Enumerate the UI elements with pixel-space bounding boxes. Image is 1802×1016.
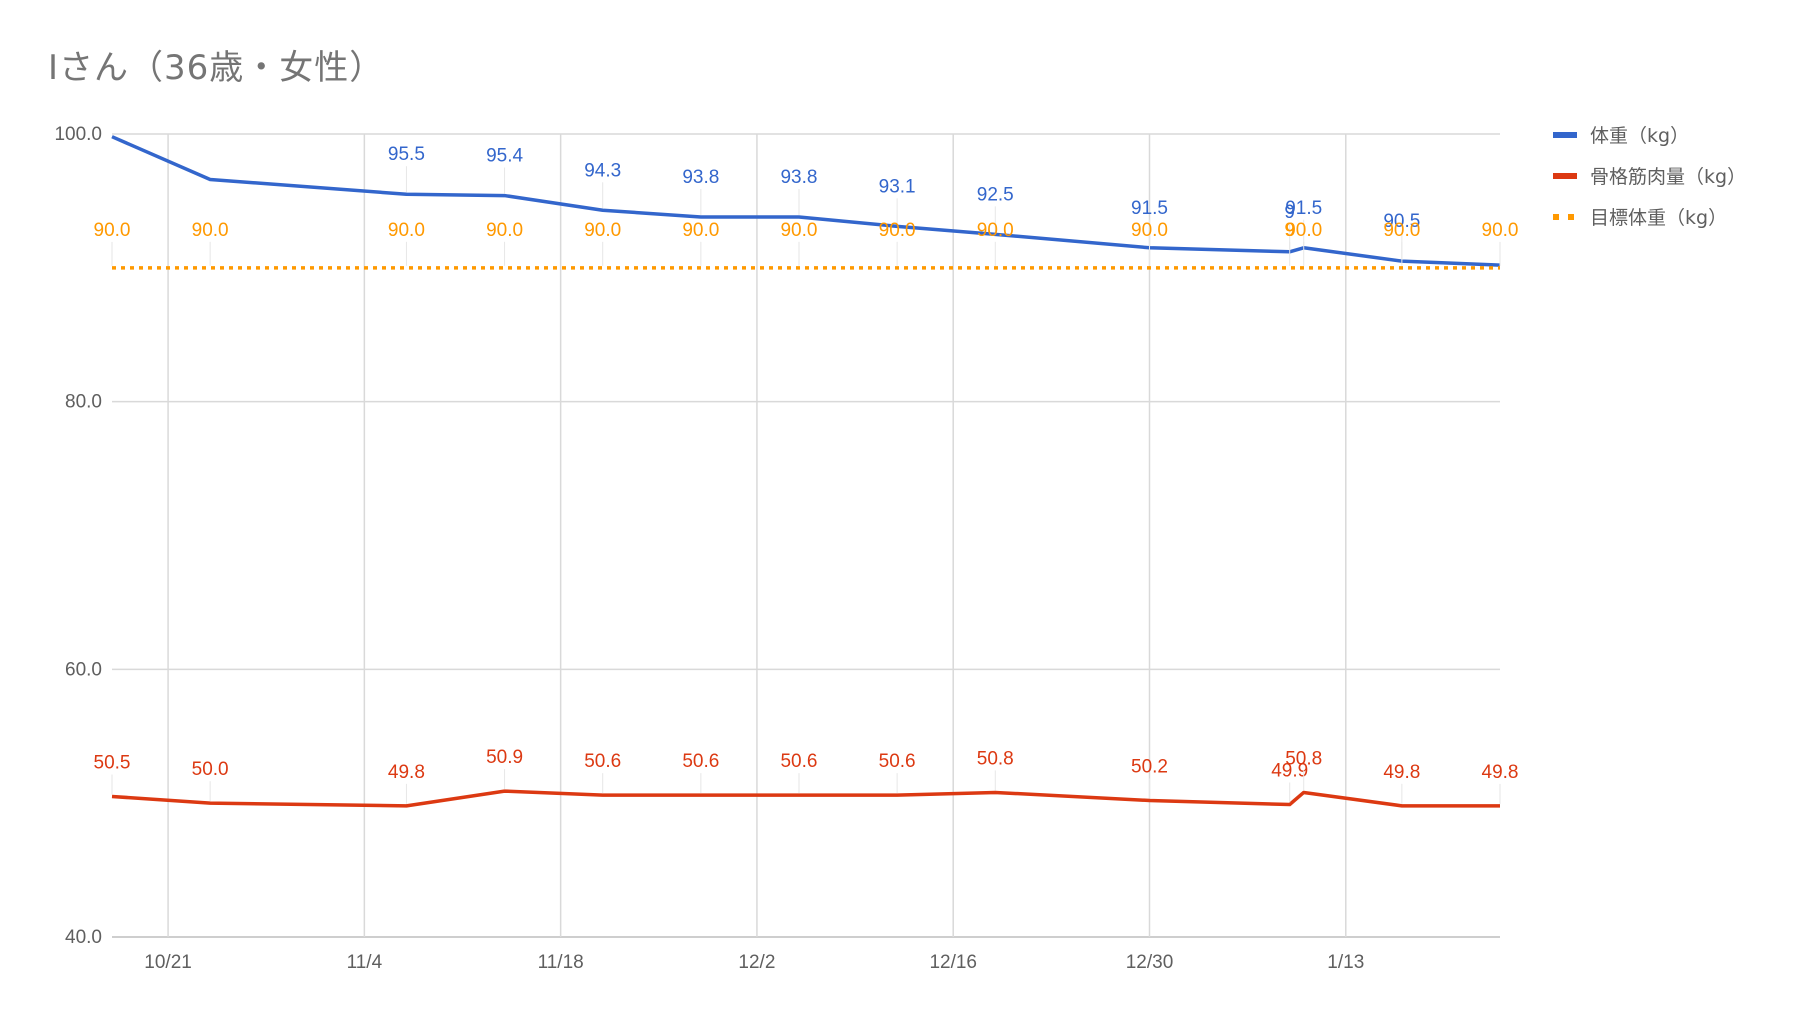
y-tick-label: 100.0: [54, 124, 102, 145]
data-label: 50.8: [1285, 748, 1322, 769]
chart-title: Iさん（36歳・女性）: [48, 48, 385, 88]
legend-label-1: 体重（kg）: [1590, 125, 1689, 147]
data-label: 93.1: [879, 176, 916, 197]
x-tick-label: 11/4: [347, 952, 383, 973]
data-label: 90.0: [94, 220, 131, 241]
x-tick-label: 10/21: [144, 952, 192, 973]
data-label: 50.6: [682, 751, 719, 772]
data-label: 90.5: [1383, 211, 1420, 232]
data-label: 90.0: [780, 220, 817, 241]
data-label: 90.0: [1482, 220, 1519, 241]
x-tick-label: 1/13: [1327, 952, 1364, 973]
data-label: 94.3: [584, 160, 621, 181]
y-tick-label: 80.0: [65, 392, 102, 413]
data-label: 50.8: [977, 748, 1014, 769]
data-label: 50.6: [879, 751, 916, 772]
y-tick-label: 40.0: [65, 927, 102, 948]
data-label: 50.0: [192, 759, 229, 780]
data-label: 50.2: [1131, 756, 1168, 777]
data-label: 49.8: [1482, 762, 1519, 783]
grid-lines: [112, 133, 1500, 938]
data-labels: 95.5 95.494.3 93.8 93.8 93.1 92.591.5 991.590.…: [94, 144, 1519, 804]
data-label: 95.4: [486, 146, 523, 167]
data-label: 92.5: [977, 184, 1014, 205]
data-label: 95.5: [388, 144, 425, 165]
data-label: 90.0: [1285, 220, 1322, 241]
data-label: 50.6: [780, 751, 817, 772]
data-label: 90.0: [584, 220, 621, 241]
data-label: 90.0: [486, 220, 523, 241]
data-label: 90.0: [1131, 220, 1168, 241]
data-label: 9: [1284, 202, 1295, 223]
data-label: 90.0: [1383, 220, 1420, 241]
data-label: 91.5: [1285, 198, 1322, 219]
legend: 体重（kg） 骨格筋肉量（kg） 目標体重（kg）: [1553, 125, 1746, 229]
data-label: 90.0: [388, 220, 425, 241]
series-line-1: [111, 135, 1501, 267]
data-label: 91.5: [1131, 198, 1168, 219]
data-label: 90.0: [192, 220, 229, 241]
x-tick-label: 11/18: [538, 952, 584, 973]
data-label: 90.0: [682, 220, 719, 241]
series-line-2: [111, 789, 1500, 808]
data-label: 93.8: [780, 167, 817, 188]
legend-label-2: 骨格筋肉量（kg）: [1590, 166, 1746, 188]
data-label: 50.5: [94, 752, 131, 773]
data-label: 49.8: [388, 762, 425, 783]
data-label: 49.8: [1383, 762, 1420, 783]
y-tick-label: 60.0: [65, 659, 102, 680]
data-label: 50.9: [486, 747, 523, 768]
x-tick-label: 12/30: [1126, 952, 1174, 973]
data-label: 49.9: [1271, 761, 1308, 782]
series-lines: [111, 135, 1501, 808]
legend-label-3: 目標体重（kg）: [1590, 207, 1727, 229]
data-label: 90.0: [879, 220, 916, 241]
x-tick-label: 12/2: [738, 952, 775, 973]
data-label: 50.6: [584, 751, 621, 772]
data-label: 9: [1284, 220, 1295, 241]
data-label: 90.0: [977, 220, 1014, 241]
x-tick-label: 12/16: [929, 952, 977, 973]
data-label: 93.8: [682, 167, 719, 188]
axis-tick-labels: 100.0 80.0 60.0 40.0 10/21 11/4 11/18 12/2 12/16…: [54, 124, 1364, 973]
